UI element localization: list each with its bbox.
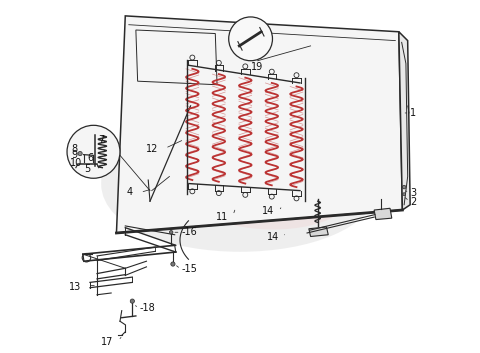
Text: 13: 13 bbox=[69, 282, 81, 292]
Text: 11: 11 bbox=[216, 212, 228, 222]
Circle shape bbox=[78, 151, 82, 156]
Text: 5: 5 bbox=[84, 164, 90, 174]
Text: 3: 3 bbox=[410, 188, 416, 198]
Circle shape bbox=[171, 262, 175, 266]
Circle shape bbox=[169, 231, 173, 234]
Text: 6: 6 bbox=[87, 154, 94, 163]
Text: 17: 17 bbox=[101, 337, 114, 347]
Text: 14: 14 bbox=[263, 206, 275, 216]
Polygon shape bbox=[309, 227, 328, 237]
Text: -16: -16 bbox=[181, 227, 197, 237]
Text: 12: 12 bbox=[146, 144, 158, 154]
Text: -15: -15 bbox=[181, 264, 197, 274]
Text: 10: 10 bbox=[70, 158, 82, 168]
Ellipse shape bbox=[183, 152, 353, 229]
Circle shape bbox=[228, 17, 273, 61]
Text: 19: 19 bbox=[251, 62, 263, 72]
Text: EQUIPMENT: EQUIPMENT bbox=[175, 163, 305, 183]
Circle shape bbox=[403, 193, 406, 196]
Text: 9: 9 bbox=[71, 150, 77, 160]
Text: SPECIALISTS: SPECIALISTS bbox=[170, 192, 310, 211]
Text: 4: 4 bbox=[127, 187, 132, 197]
Circle shape bbox=[130, 299, 134, 303]
Circle shape bbox=[402, 185, 406, 189]
Polygon shape bbox=[399, 32, 410, 210]
Polygon shape bbox=[374, 208, 392, 220]
Text: 2: 2 bbox=[410, 197, 416, 207]
Text: 8: 8 bbox=[71, 144, 77, 154]
Text: -18: -18 bbox=[140, 303, 156, 313]
Polygon shape bbox=[117, 16, 402, 233]
Text: 1: 1 bbox=[410, 108, 416, 118]
Circle shape bbox=[67, 125, 120, 178]
Text: 14: 14 bbox=[266, 232, 279, 242]
Text: 7: 7 bbox=[98, 136, 104, 145]
